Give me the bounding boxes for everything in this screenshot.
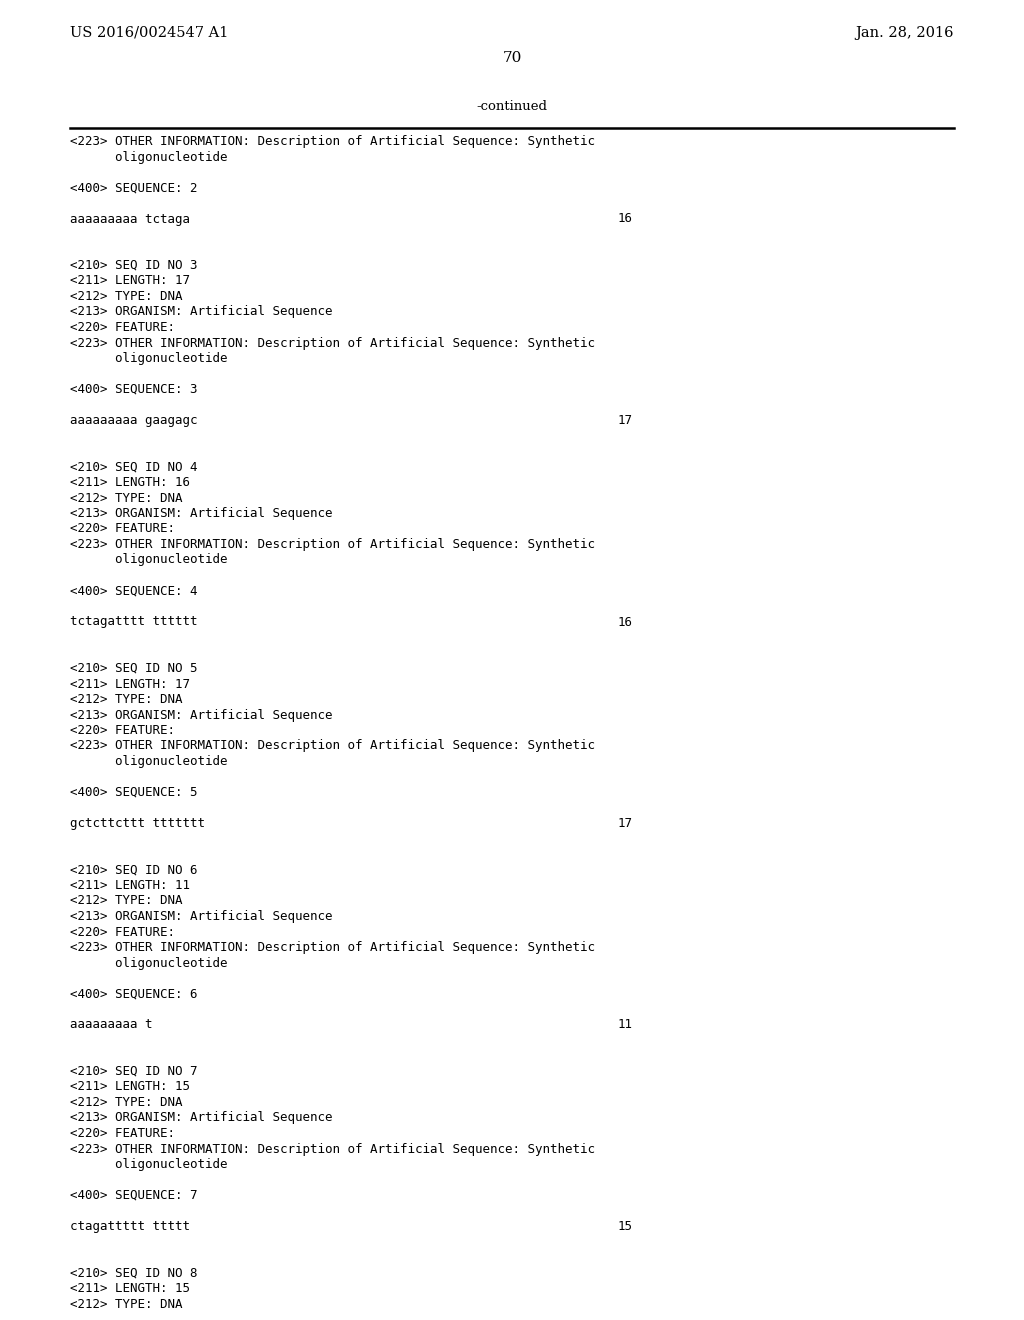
- Text: <211> LENGTH: 15: <211> LENGTH: 15: [70, 1282, 190, 1295]
- Text: <211> LENGTH: 17: <211> LENGTH: 17: [70, 677, 190, 690]
- Text: <220> FEATURE:: <220> FEATURE:: [70, 925, 175, 939]
- Text: oligonucleotide: oligonucleotide: [70, 352, 227, 366]
- Text: <400> SEQUENCE: 3: <400> SEQUENCE: 3: [70, 383, 198, 396]
- Text: <223> OTHER INFORMATION: Description of Artificial Sequence: Synthetic: <223> OTHER INFORMATION: Description of …: [70, 739, 595, 752]
- Text: <213> ORGANISM: Artificial Sequence: <213> ORGANISM: Artificial Sequence: [70, 909, 333, 923]
- Text: aaaaaaaaa gaagagc: aaaaaaaaa gaagagc: [70, 414, 198, 426]
- Text: <210> SEQ ID NO 3: <210> SEQ ID NO 3: [70, 259, 198, 272]
- Text: <213> ORGANISM: Artificial Sequence: <213> ORGANISM: Artificial Sequence: [70, 507, 333, 520]
- Text: <400> SEQUENCE: 2: <400> SEQUENCE: 2: [70, 181, 198, 194]
- Text: <223> OTHER INFORMATION: Description of Artificial Sequence: Synthetic: <223> OTHER INFORMATION: Description of …: [70, 337, 595, 350]
- Text: <220> FEATURE:: <220> FEATURE:: [70, 321, 175, 334]
- Text: Jan. 28, 2016: Jan. 28, 2016: [855, 26, 954, 40]
- Text: <211> LENGTH: 11: <211> LENGTH: 11: [70, 879, 190, 892]
- Text: 16: 16: [618, 615, 633, 628]
- Text: tctagatttt tttttt: tctagatttt tttttt: [70, 615, 198, 628]
- Text: 16: 16: [618, 213, 633, 226]
- Text: -continued: -continued: [476, 100, 548, 114]
- Text: ctagattttt ttttt: ctagattttt ttttt: [70, 1220, 190, 1233]
- Text: <400> SEQUENCE: 4: <400> SEQUENCE: 4: [70, 585, 198, 598]
- Text: aaaaaaaaa tctaga: aaaaaaaaa tctaga: [70, 213, 190, 226]
- Text: oligonucleotide: oligonucleotide: [70, 755, 227, 768]
- Text: oligonucleotide: oligonucleotide: [70, 957, 227, 969]
- Text: <212> TYPE: DNA: <212> TYPE: DNA: [70, 290, 182, 304]
- Text: <220> FEATURE:: <220> FEATURE:: [70, 1127, 175, 1140]
- Text: <210> SEQ ID NO 5: <210> SEQ ID NO 5: [70, 663, 198, 675]
- Text: 70: 70: [503, 51, 521, 65]
- Text: aaaaaaaaa t: aaaaaaaaa t: [70, 1019, 153, 1031]
- Text: <213> ORGANISM: Artificial Sequence: <213> ORGANISM: Artificial Sequence: [70, 709, 333, 722]
- Text: <210> SEQ ID NO 6: <210> SEQ ID NO 6: [70, 863, 198, 876]
- Text: oligonucleotide: oligonucleotide: [70, 1158, 227, 1171]
- Text: <212> TYPE: DNA: <212> TYPE: DNA: [70, 1298, 182, 1311]
- Text: <223> OTHER INFORMATION: Description of Artificial Sequence: Synthetic: <223> OTHER INFORMATION: Description of …: [70, 1143, 595, 1155]
- Text: <211> LENGTH: 15: <211> LENGTH: 15: [70, 1081, 190, 1093]
- Text: 15: 15: [618, 1220, 633, 1233]
- Text: <220> FEATURE:: <220> FEATURE:: [70, 723, 175, 737]
- Text: <210> SEQ ID NO 7: <210> SEQ ID NO 7: [70, 1065, 198, 1078]
- Text: <400> SEQUENCE: 7: <400> SEQUENCE: 7: [70, 1189, 198, 1203]
- Text: 17: 17: [618, 817, 633, 830]
- Text: 11: 11: [618, 1019, 633, 1031]
- Text: <400> SEQUENCE: 5: <400> SEQUENCE: 5: [70, 785, 198, 799]
- Text: <223> OTHER INFORMATION: Description of Artificial Sequence: Synthetic: <223> OTHER INFORMATION: Description of …: [70, 941, 595, 954]
- Text: <211> LENGTH: 17: <211> LENGTH: 17: [70, 275, 190, 288]
- Text: <213> ORGANISM: Artificial Sequence: <213> ORGANISM: Artificial Sequence: [70, 305, 333, 318]
- Text: 17: 17: [618, 414, 633, 426]
- Text: <212> TYPE: DNA: <212> TYPE: DNA: [70, 693, 182, 706]
- Text: oligonucleotide: oligonucleotide: [70, 150, 227, 164]
- Text: <220> FEATURE:: <220> FEATURE:: [70, 523, 175, 536]
- Text: <210> SEQ ID NO 4: <210> SEQ ID NO 4: [70, 461, 198, 474]
- Text: US 2016/0024547 A1: US 2016/0024547 A1: [70, 26, 228, 40]
- Text: oligonucleotide: oligonucleotide: [70, 553, 227, 566]
- Text: <400> SEQUENCE: 6: <400> SEQUENCE: 6: [70, 987, 198, 1001]
- Text: <210> SEQ ID NO 8: <210> SEQ ID NO 8: [70, 1266, 198, 1279]
- Text: <212> TYPE: DNA: <212> TYPE: DNA: [70, 1096, 182, 1109]
- Text: gctcttcttt ttttttt: gctcttcttt ttttttt: [70, 817, 205, 830]
- Text: <223> OTHER INFORMATION: Description of Artificial Sequence: Synthetic: <223> OTHER INFORMATION: Description of …: [70, 135, 595, 148]
- Text: <212> TYPE: DNA: <212> TYPE: DNA: [70, 895, 182, 908]
- Text: <212> TYPE: DNA: <212> TYPE: DNA: [70, 491, 182, 504]
- Text: <213> ORGANISM: Artificial Sequence: <213> ORGANISM: Artificial Sequence: [70, 1111, 333, 1125]
- Text: <211> LENGTH: 16: <211> LENGTH: 16: [70, 477, 190, 488]
- Text: <223> OTHER INFORMATION: Description of Artificial Sequence: Synthetic: <223> OTHER INFORMATION: Description of …: [70, 539, 595, 550]
